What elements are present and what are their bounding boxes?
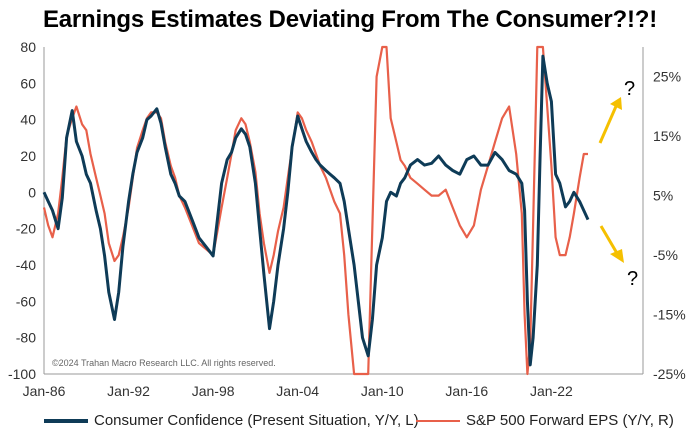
- right-tick-label: 15%: [653, 128, 681, 144]
- arrow-down-head-icon: [610, 249, 624, 263]
- left-tick-label: -60: [16, 293, 36, 309]
- legend-item-consumer: Consumer Confidence (Present Situation, …: [44, 412, 419, 429]
- left-tick-label: 20: [20, 148, 36, 164]
- arrow-up-annotation: [598, 103, 619, 144]
- series-line-sp500-forward-eps: [42, 45, 588, 376]
- question-mark-down: ?: [627, 268, 638, 290]
- arrow-down-annotation: [599, 225, 620, 256]
- left-tick-label: 80: [20, 39, 36, 55]
- right-tick-label: -25%: [653, 366, 686, 382]
- x-tick-label: Jan-10: [361, 383, 404, 399]
- left-axis-ticks: 80 60 40 20 0 -20 -40 -60 -80 -100: [8, 39, 36, 382]
- left-tick-label: 40: [20, 112, 36, 128]
- x-axis-ticks: Jan-86 Jan-92 Jan-98 Jan-04 Jan-10 Jan-16 Jan-…: [23, 383, 573, 399]
- legend: Consumer Confidence (Present Situation, …: [0, 412, 700, 436]
- x-tick-label: Jan-92: [107, 383, 150, 399]
- legend-item-eps: S&P 500 Forward EPS (Y/Y, R): [416, 412, 674, 429]
- legend-label-eps: S&P 500 Forward EPS (Y/Y, R): [466, 412, 674, 429]
- series-line-consumer-confidence: [42, 54, 590, 367]
- left-tick-label: 60: [20, 75, 36, 91]
- left-tick-label: -80: [16, 330, 36, 346]
- left-tick-label: -100: [8, 366, 36, 382]
- legend-swatch-consumer: [44, 418, 88, 423]
- left-tick-label: -40: [16, 257, 36, 273]
- arrow-up-head-icon: [610, 97, 622, 110]
- x-tick-label: Jan-86: [23, 383, 66, 399]
- chart-title: Earnings Estimates Deviating From The Co…: [42, 6, 658, 33]
- x-tick-label: Jan-04: [276, 383, 319, 399]
- legend-label-consumer: Consumer Confidence (Present Situation, …: [94, 412, 419, 429]
- x-tick-label: Jan-16: [445, 383, 488, 399]
- x-tick-label: Jan-98: [192, 383, 235, 399]
- right-tick-label: 5%: [653, 188, 673, 204]
- copyright-note: ©2024 Trahan Macro Research LLC. All rig…: [52, 358, 276, 368]
- right-tick-label: -15%: [653, 307, 686, 323]
- right-axis-ticks: 25% 15% 5% -5% -15% -25%: [653, 69, 686, 382]
- right-tick-label: 25%: [653, 69, 681, 85]
- x-tick-label: Jan-22: [530, 383, 573, 399]
- left-tick-label: 0: [28, 184, 36, 200]
- question-mark-up: ?: [624, 78, 635, 100]
- legend-swatch-eps: [416, 419, 460, 422]
- right-tick-label: -5%: [653, 247, 678, 263]
- left-tick-label: -20: [16, 221, 36, 237]
